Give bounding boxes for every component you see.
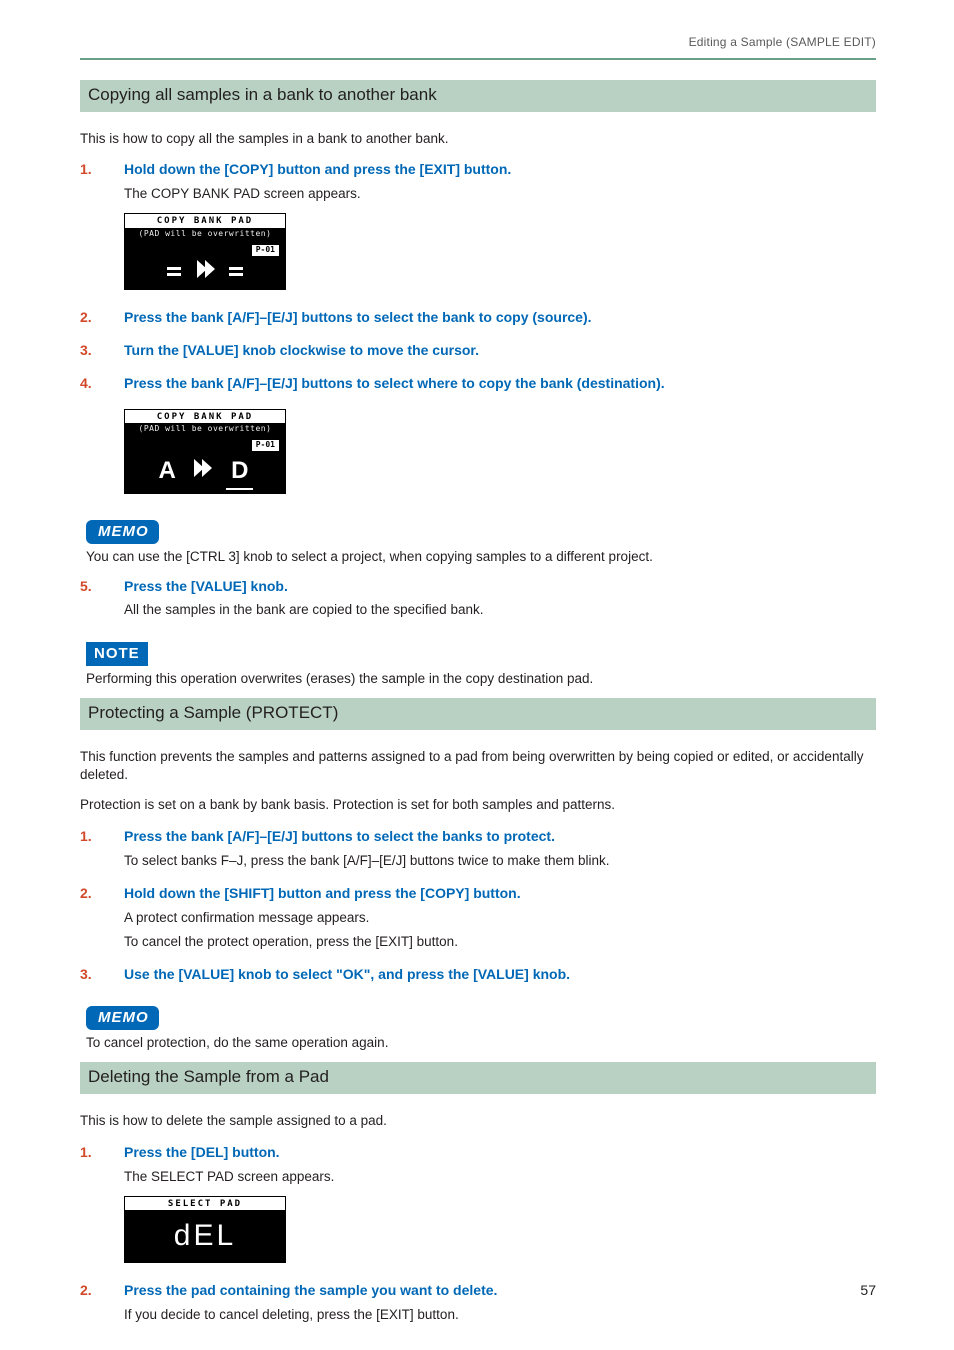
lcd-project-label: P-01 xyxy=(252,245,279,256)
lcd-del-text: dEL xyxy=(125,1210,285,1263)
step-heading: Hold down the [SHIFT] button and press t… xyxy=(124,884,876,903)
section-heading: Copying all samples in a bank to another… xyxy=(80,80,876,112)
step-number: 4. xyxy=(80,374,124,504)
lcd-main: A D xyxy=(125,453,285,493)
step-description: A protect confirmation message appears. xyxy=(124,909,876,927)
step-number: 2. xyxy=(80,884,124,957)
step-item: 1. Press the [DEL] button. The SELECT PA… xyxy=(80,1143,876,1274)
lcd-title: COPY BANK PAD xyxy=(125,214,285,227)
step-item: 2. Press the pad containing the sample y… xyxy=(80,1281,876,1330)
lcd-src-letter: A xyxy=(159,455,176,487)
running-header: Editing a Sample (SAMPLE EDIT) xyxy=(80,34,876,50)
page-number: 57 xyxy=(860,1281,876,1300)
step-number: 2. xyxy=(80,308,124,333)
lcd-title: SELECT PAD xyxy=(125,1197,285,1210)
step-item: 1. Hold down the [COPY] button and press… xyxy=(80,160,876,299)
page-content: Editing a Sample (SAMPLE EDIT) Copying a… xyxy=(0,0,954,1331)
intro-text: This is how to delete the sample assigne… xyxy=(80,1112,876,1130)
lcd-dst-letter: D xyxy=(228,455,251,487)
step-description: If you decide to cancel deleting, press … xyxy=(124,1306,876,1324)
section-heading: Protecting a Sample (PROTECT) xyxy=(80,698,876,730)
memo-text: To cancel protection, do the same operat… xyxy=(86,1034,876,1052)
step-list: 5. Press the [VALUE] knob. All the sampl… xyxy=(80,577,876,626)
step-number: 3. xyxy=(80,965,124,990)
intro-text: Protection is set on a bank by bank basi… xyxy=(80,796,876,814)
intro-text: This function prevents the samples and p… xyxy=(80,748,876,784)
step-heading: Press the [DEL] button. xyxy=(124,1143,876,1162)
memo-badge: MEMO xyxy=(86,1006,159,1030)
step-item: 2. Hold down the [SHIFT] button and pres… xyxy=(80,884,876,957)
step-heading: Turn the [VALUE] knob clockwise to move … xyxy=(124,341,876,360)
step-heading: Press the [VALUE] knob. xyxy=(124,577,876,596)
step-item: 4. Press the bank [A/F]–[E/J] buttons to… xyxy=(80,374,876,504)
step-number: 1. xyxy=(80,1143,124,1274)
lcd-subtitle: (PAD will be overwritten) xyxy=(125,228,285,240)
step-list: 1. Press the [DEL] button. The SELECT PA… xyxy=(80,1143,876,1331)
step-number: 2. xyxy=(80,1281,124,1330)
lcd-screenshot: COPY BANK PAD (PAD will be overwritten) … xyxy=(124,409,286,495)
lcd-screenshot: COPY BANK PAD (PAD will be overwritten) … xyxy=(124,213,286,289)
step-heading: Use the [VALUE] knob to select "OK", and… xyxy=(124,965,876,984)
step-item: 3. Turn the [VALUE] knob clockwise to mo… xyxy=(80,341,876,366)
step-item: 5. Press the [VALUE] knob. All the sampl… xyxy=(80,577,876,626)
step-number: 3. xyxy=(80,341,124,366)
step-number: 1. xyxy=(80,160,124,299)
memo-text: You can use the [CTRL 3] knob to select … xyxy=(86,548,876,566)
lcd-main xyxy=(125,258,285,289)
step-heading: Hold down the [COPY] button and press th… xyxy=(124,160,876,179)
lcd-title: COPY BANK PAD xyxy=(125,410,285,423)
step-item: 1. Press the bank [A/F]–[E/J] buttons to… xyxy=(80,827,876,876)
step-description: The SELECT PAD screen appears. xyxy=(124,1168,876,1186)
lcd-subtitle: (PAD will be overwritten) xyxy=(125,423,285,435)
step-list: 1. Hold down the [COPY] button and press… xyxy=(80,160,876,504)
step-description: The COPY BANK PAD screen appears. xyxy=(124,185,876,203)
step-item: 2. Press the bank [A/F]–[E/J] buttons to… xyxy=(80,308,876,333)
lcd-screenshot: SELECT PAD dEL xyxy=(124,1196,286,1264)
note-badge: NOTE xyxy=(86,642,148,666)
intro-text: This is how to copy all the samples in a… xyxy=(80,130,876,148)
lcd-project-label: P-01 xyxy=(252,440,279,451)
step-list: 1. Press the bank [A/F]–[E/J] buttons to… xyxy=(80,827,876,990)
step-description: All the samples in the bank are copied t… xyxy=(124,601,876,619)
section-heading: Deleting the Sample from a Pad xyxy=(80,1062,876,1094)
memo-badge: MEMO xyxy=(86,520,159,544)
step-description: To select banks F–J, press the bank [A/F… xyxy=(124,852,876,870)
step-item: 3. Use the [VALUE] knob to select "OK", … xyxy=(80,965,876,990)
step-number: 1. xyxy=(80,827,124,876)
step-heading: Press the bank [A/F]–[E/J] buttons to se… xyxy=(124,374,876,393)
step-heading: Press the pad containing the sample you … xyxy=(124,1281,876,1300)
note-text: Performing this operation overwrites (er… xyxy=(86,670,876,688)
step-number: 5. xyxy=(80,577,124,626)
step-heading: Press the bank [A/F]–[E/J] buttons to se… xyxy=(124,308,876,327)
header-rule xyxy=(80,58,876,60)
step-heading: Press the bank [A/F]–[E/J] buttons to se… xyxy=(124,827,876,846)
step-description: To cancel the protect operation, press t… xyxy=(124,933,876,951)
